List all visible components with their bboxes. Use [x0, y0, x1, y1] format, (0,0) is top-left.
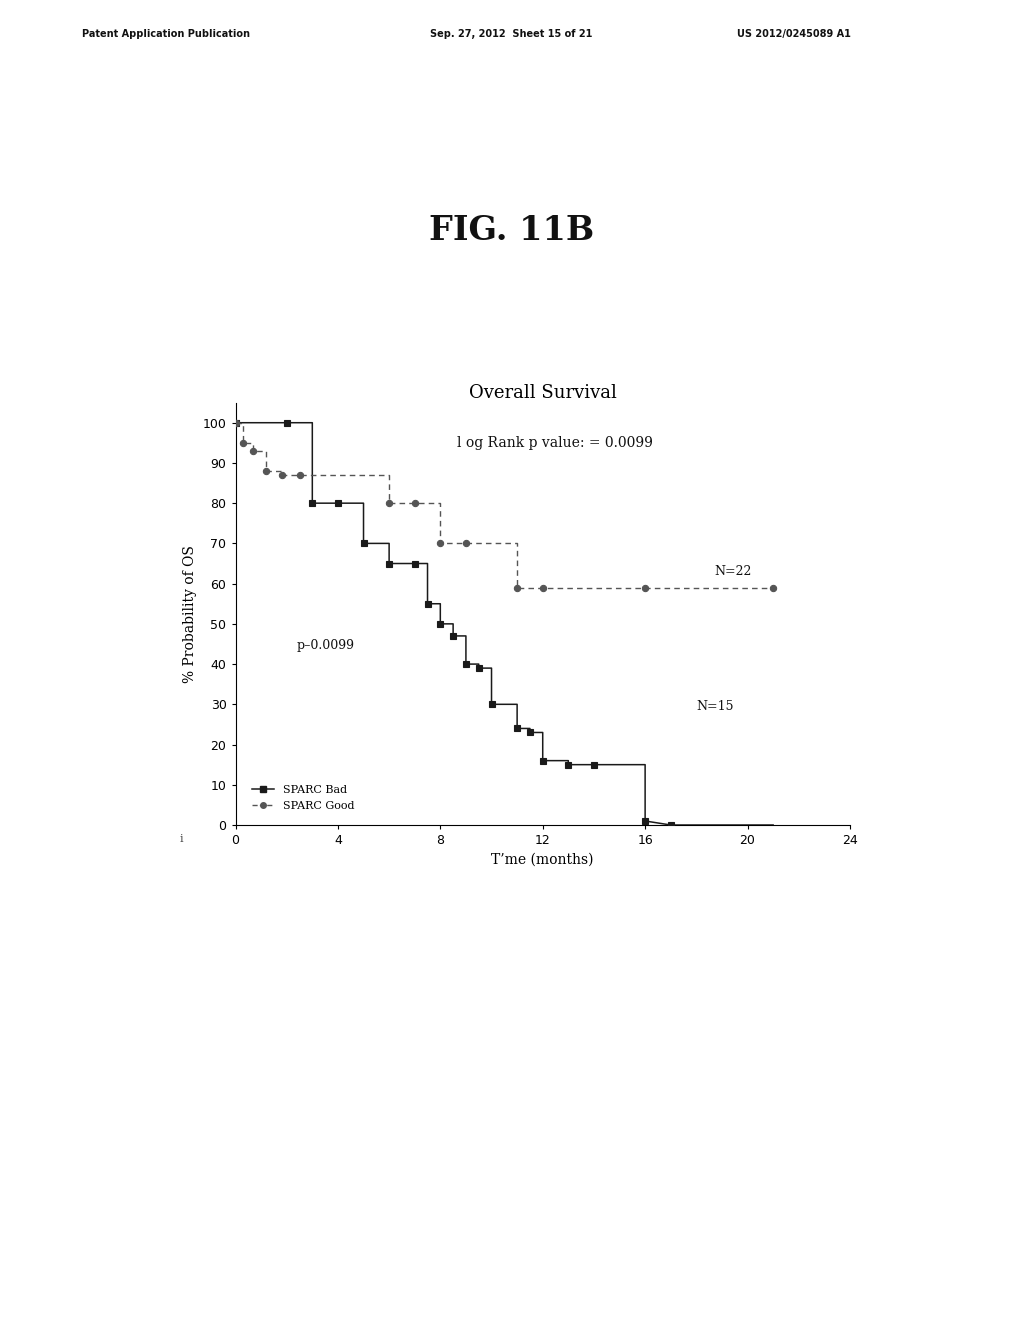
- Text: p–0.0099: p–0.0099: [297, 639, 355, 652]
- X-axis label: T’me (months): T’me (months): [492, 853, 594, 867]
- Text: N=22: N=22: [715, 565, 752, 578]
- Y-axis label: % Probability of OS: % Probability of OS: [183, 545, 197, 682]
- Text: l og Rank p value: = 0.0099: l og Rank p value: = 0.0099: [457, 437, 653, 450]
- Text: Patent Application Publication: Patent Application Publication: [82, 29, 250, 40]
- Legend: SPARC Bad, SPARC Good: SPARC Bad, SPARC Good: [247, 780, 358, 816]
- Text: Sep. 27, 2012  Sheet 15 of 21: Sep. 27, 2012 Sheet 15 of 21: [430, 29, 593, 40]
- Text: US 2012/0245089 A1: US 2012/0245089 A1: [737, 29, 851, 40]
- Title: Overall Survival: Overall Survival: [469, 384, 616, 403]
- Text: FIG. 11B: FIG. 11B: [429, 214, 595, 248]
- Text: i: i: [179, 834, 183, 845]
- Text: N=15: N=15: [696, 700, 734, 713]
